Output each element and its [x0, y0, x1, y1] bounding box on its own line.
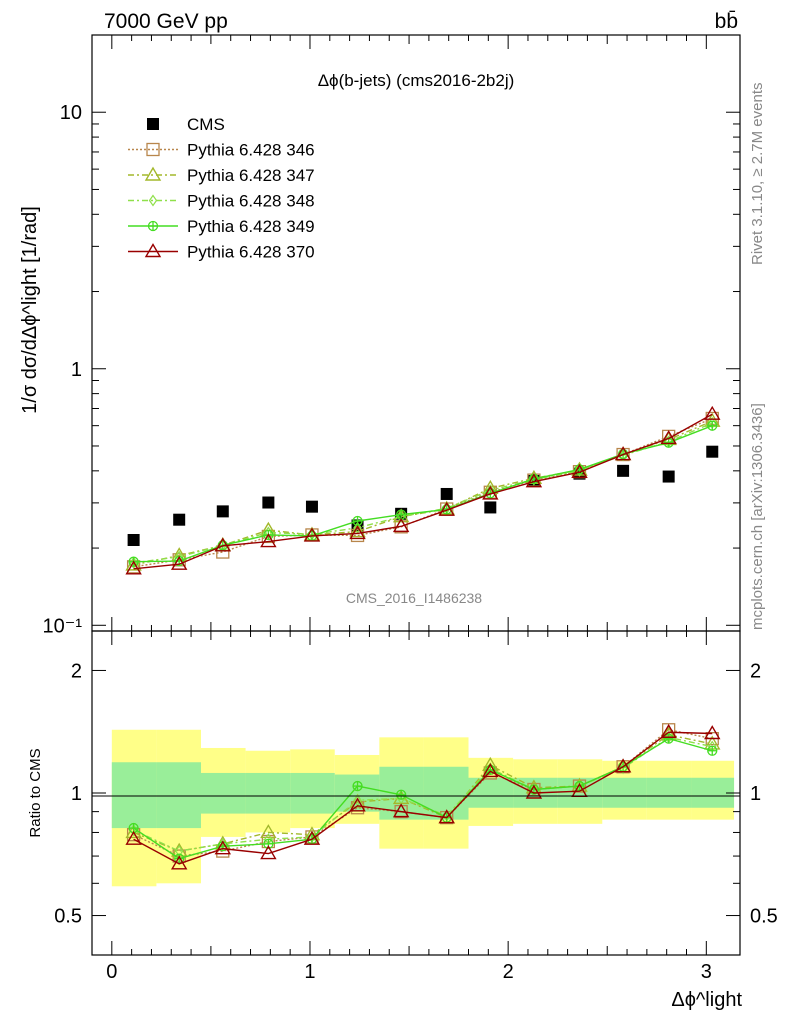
ratio-point-pythia-6-428-370 — [614, 758, 632, 773]
main-series-line-pythia-6-428-349 — [133, 425, 713, 563]
energy-label: 7000 GeV pp — [104, 10, 228, 33]
ratio-y-tick-label-right: 1 — [750, 783, 761, 805]
main-point-cms — [127, 534, 140, 547]
legend-marker-cms — [147, 118, 159, 130]
main-y-axis-label: 1/σ dσ/dΔϕ^light [1/rad] — [19, 206, 41, 414]
main-point-cms — [173, 513, 186, 526]
x-tick-label: 0 — [106, 961, 117, 983]
main-point-pythia-6-428-348 — [353, 521, 362, 534]
main-point-cms — [262, 496, 275, 509]
main-y-tick-label: 10 — [60, 102, 82, 124]
ratio-point-pythia-6-428-370 — [438, 809, 455, 824]
ratio-plot-frame — [91, 630, 741, 956]
band-green — [111, 762, 157, 829]
main-point-pythia-6-428-370 — [349, 525, 366, 540]
main-point-cms — [617, 464, 630, 477]
main-point-cms — [662, 470, 675, 483]
main-point-pythia-6-428-370 — [660, 430, 677, 445]
process-label: bb̄ — [715, 10, 738, 33]
main-point-pythia-6-428-370 — [704, 405, 721, 420]
main-point-pythia-6-428-370 — [482, 485, 499, 500]
main-point-pythia-6-428-370 — [571, 463, 588, 478]
legend-marker-pythia-6-428-346 — [146, 142, 160, 157]
main-point-cms — [484, 501, 497, 514]
main-point-pythia-6-428-370 — [214, 537, 232, 552]
main-point-pythia-6-428-370 — [303, 527, 321, 542]
main-point-cms — [216, 505, 229, 518]
main-point-cms — [440, 487, 453, 500]
x-axis-label: Δϕ^light — [671, 989, 742, 1011]
band-green — [468, 777, 514, 808]
main-point-pythia-6-428-370 — [170, 555, 188, 570]
legend-label-pythia-6-428-346: Pythia 6.428 346 — [187, 141, 315, 160]
x-tick-label: 1 — [304, 961, 315, 983]
ratio-point-pythia-6-428-370 — [303, 830, 321, 845]
main-series-line-pythia-6-428-370 — [133, 413, 713, 570]
band-green — [245, 772, 291, 814]
main-point-cms — [706, 445, 719, 458]
legend-marker-pythia-6-428-347 — [144, 166, 162, 181]
ratio-point-pythia-6-428-370 — [482, 763, 499, 778]
main-y-tick-label: 1 — [71, 359, 82, 381]
legend-marker-pythia-6-428-370 — [144, 243, 162, 258]
ratio-y-tick-label-right: 2 — [750, 660, 761, 682]
ratio-y-axis-label: Ratio to CMS — [27, 748, 44, 837]
legend-label-pythia-6-428-370: Pythia 6.428 370 — [187, 243, 315, 262]
chart-title: Δϕ(b-jets) (cms2016-2b2j) — [318, 71, 515, 90]
ratio-point-pythia-6-428-370 — [125, 830, 142, 845]
legend-marker-pythia-6-428-348 — [148, 194, 158, 207]
main-point-pythia-6-428-347 — [349, 523, 366, 538]
main-point-pythia-6-428-370 — [392, 517, 410, 533]
ratio-y-tick-label: 0.5 — [54, 906, 82, 928]
main-point-pythia-6-428-370 — [125, 560, 142, 575]
watermark: CMS_2016_I1486238 — [346, 590, 482, 606]
ratio-point-pythia-6-428-370 — [214, 840, 232, 855]
legend-label-cms: CMS — [187, 115, 225, 134]
ratio-point-pythia-6-428-370 — [392, 803, 410, 818]
legend-label-pythia-6-428-349: Pythia 6.428 349 — [187, 217, 315, 236]
band-green — [290, 772, 335, 814]
ratio-y-tick-label-right: 0.5 — [750, 906, 778, 928]
band-green — [200, 772, 246, 814]
legend: CMS Pythia 6.428 346 Pythia 6.428 347 Pythi… — [128, 115, 315, 262]
ratio-y-tick-label: 1 — [71, 783, 82, 805]
band-green — [156, 762, 201, 829]
main-point-pythia-6-428-370 — [525, 473, 543, 488]
ratio-point-pythia-6-428-370 — [704, 725, 721, 740]
rivet-version-label: Rivet 3.1.10, ≥ 2.7M events — [749, 83, 766, 266]
x-tick-label: 2 — [503, 961, 514, 983]
ratio-point-pythia-6-428-347 — [260, 824, 277, 839]
main-y-tick-label: 10⁻¹ — [43, 615, 83, 637]
main-point-pythia-6-428-370 — [438, 501, 455, 516]
legend-label-pythia-6-428-347: Pythia 6.428 347 — [187, 166, 315, 185]
ratio-series-line-pythia-6-428-349 — [133, 737, 713, 860]
ratio-point-pythia-6-428-370 — [660, 723, 677, 738]
main-point-pythia-6-428-370 — [614, 446, 632, 461]
ratio-point-pythia-6-428-370 — [260, 845, 277, 860]
legend-label-pythia-6-428-348: Pythia 6.428 348 — [187, 192, 315, 211]
main-point-pythia-6-428-370 — [260, 533, 277, 548]
ratio-point-pythia-6-428-370 — [525, 784, 543, 799]
main-point-cms — [305, 500, 318, 513]
x-tick-label: 3 — [701, 961, 712, 983]
source-label: mcplots.cern.ch [arXiv:1306.3436] — [749, 403, 766, 630]
ratio-point-pythia-6-428-370 — [349, 797, 366, 812]
band-green — [602, 777, 647, 808]
ratio-point-pythia-6-428-370 — [170, 855, 188, 870]
band-green — [646, 777, 692, 808]
ratio-y-tick-label: 2 — [71, 660, 82, 682]
